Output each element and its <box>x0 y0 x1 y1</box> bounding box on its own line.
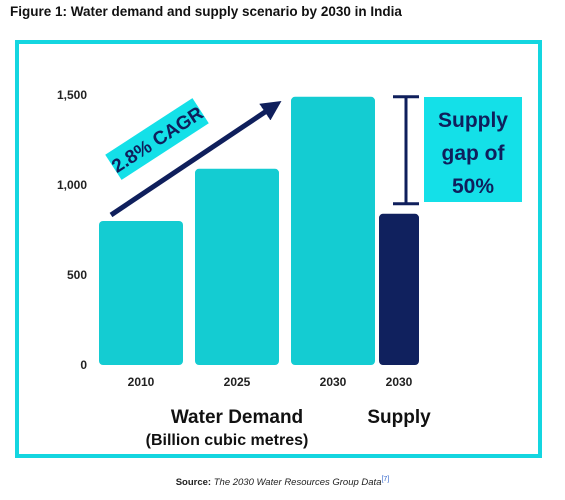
bar-3 <box>379 213 419 365</box>
growth-arrow <box>109 100 282 218</box>
gap-label-line: 50% <box>452 175 494 198</box>
chart-plot: 0 500 1,000 1,500 2010 2025 2030 2030 2.8% CAG… <box>57 88 522 449</box>
gap-label-line: gap of <box>442 142 506 165</box>
source-line: Source: The 2030 Water Resources Group D… <box>0 476 565 488</box>
x-tick-label: 2010 <box>128 375 155 389</box>
gap-label-line: Supply <box>438 109 508 132</box>
cagr-annotation: 2.8% CAGR <box>105 98 209 180</box>
demand-group-subtitle: (Billion cubic metres) <box>146 432 309 449</box>
figure-caption: Figure 1: Water demand and supply scenar… <box>10 4 402 19</box>
y-tick-label: 1,500 <box>57 88 87 102</box>
y-tick-label: 1,000 <box>57 178 87 192</box>
bar-1 <box>195 168 279 365</box>
bar-0 <box>99 221 183 365</box>
source-text: The 2030 Water Resources Group Data <box>213 477 382 489</box>
y-tick-label: 500 <box>67 268 87 282</box>
bar-2 <box>291 96 375 366</box>
cagr-box <box>105 98 209 180</box>
x-tick-label: 2030 <box>320 375 347 389</box>
chart-frame: 0 500 1,000 1,500 2010 2025 2030 2030 2.8% CAG… <box>15 40 542 458</box>
y-tick-label: 0 <box>80 358 87 372</box>
source-label: Source: <box>175 477 212 489</box>
x-tick-label: 2025 <box>224 375 251 389</box>
source-reference-link[interactable]: [7] <box>381 476 390 483</box>
x-tick-label: 2030 <box>386 375 413 389</box>
demand-group-title: Water Demand <box>171 407 303 428</box>
cagr-label: 2.8% CAGR <box>108 103 207 178</box>
gap-box <box>424 97 522 202</box>
supply-group-title: Supply <box>367 407 431 428</box>
